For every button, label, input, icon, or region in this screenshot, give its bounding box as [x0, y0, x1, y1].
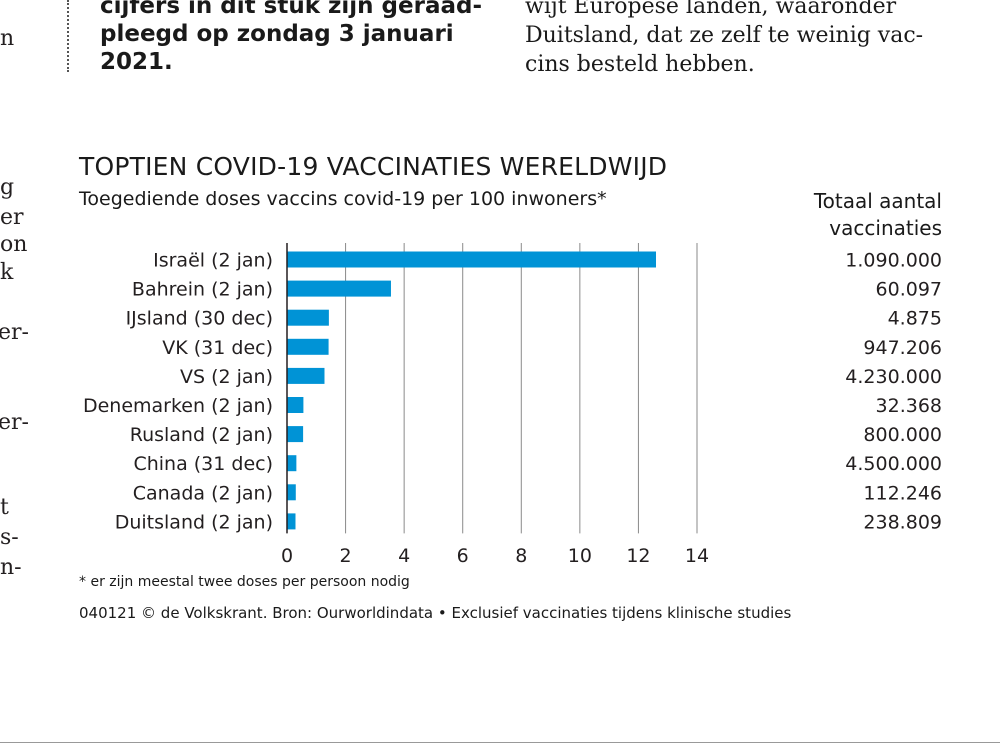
bar [287, 426, 304, 443]
totals-column-header: Totaal aantal vaccinaties [814, 188, 942, 242]
total-vaccinations-label: 4.500.000 [845, 453, 942, 475]
category-label: Rusland (2 jan) [130, 424, 273, 446]
category-label: Duitsland (2 jan) [115, 511, 273, 533]
article-fragment: n [0, 26, 15, 51]
x-tick-label: 2 [340, 545, 352, 567]
category-label: Denemarken (2 jan) [83, 395, 273, 417]
totals-header-line: Totaal aantal [813, 189, 942, 213]
article-bold-fragment: cijfers in dit stuk zijn geraad- pleegd … [100, 0, 482, 76]
x-tick-label: 8 [515, 545, 527, 567]
bar [287, 367, 325, 384]
bar [287, 338, 329, 355]
article-fragment: n- [0, 555, 22, 580]
category-label: VS (2 jan) [180, 366, 273, 388]
chart-subtitle: Toegediende doses vaccins covid-19 per 1… [79, 188, 607, 210]
article-line: wijt Europese landen, waaronder [525, 0, 897, 19]
article-fragment: k [0, 260, 14, 285]
total-vaccinations-label: 4.230.000 [845, 366, 942, 388]
article-fragment: er- [0, 410, 29, 435]
bold-line: 2021. [100, 49, 173, 75]
article-fragment: er- [0, 320, 29, 345]
dotted-divider [67, 0, 69, 72]
article-fragment: g [0, 175, 15, 200]
source-line: 040121 © de Volkskrant. Bron: Ourworldin… [79, 604, 792, 622]
total-vaccinations-label: 238.809 [863, 511, 942, 533]
article-line: cins besteld hebben. [525, 52, 755, 77]
total-vaccinations-label: 112.246 [863, 482, 942, 504]
totals-header-line: vaccinaties [829, 216, 942, 240]
article-fragment: er [0, 205, 24, 230]
total-vaccinations-label: 800.000 [863, 424, 942, 446]
x-tick-label: 12 [626, 545, 650, 567]
total-vaccinations-label: 60.097 [876, 279, 942, 301]
article-fragment: t [0, 495, 9, 520]
x-tick-label: 10 [568, 545, 592, 567]
total-vaccinations-label: 947.206 [863, 337, 942, 359]
page-bottom-rule [0, 742, 1000, 743]
bar [287, 455, 297, 472]
bar [287, 397, 304, 413]
article-right-fragment: wijt Europese landen, waaronder Duitslan… [525, 0, 923, 79]
category-label: VK (31 dec) [162, 337, 273, 359]
category-label: IJsland (30 dec) [126, 308, 273, 330]
bar [287, 309, 329, 326]
x-tick-label: 14 [685, 545, 709, 567]
total-vaccinations-label: 4.875 [888, 308, 942, 330]
x-tick-label: 6 [457, 545, 469, 567]
category-label: Canada (2 jan) [133, 482, 273, 504]
bold-line: cijfers in dit stuk zijn geraad- [100, 0, 483, 19]
bar [287, 280, 391, 297]
article-line: Duitsland, dat ze zelf te weinig vac- [525, 23, 924, 48]
x-tick-label: 4 [398, 545, 410, 567]
total-vaccinations-label: 32.368 [876, 395, 942, 417]
total-vaccinations-label: 1.090.000 [845, 250, 942, 272]
bar [287, 251, 656, 268]
article-fragment: s- [0, 525, 19, 550]
category-label: Israël (2 jan) [153, 250, 273, 272]
category-label: Bahrein (2 jan) [132, 279, 273, 301]
footnote: * er zijn meestal twee doses per persoon… [79, 574, 410, 590]
bold-line: pleegd op zondag 3 januari [100, 21, 454, 47]
chart-title: TOPTIEN COVID-19 VACCINATIES WERELDWIJD [79, 152, 668, 181]
bar [287, 513, 296, 530]
x-tick-label: 0 [281, 545, 293, 567]
bar [287, 484, 296, 501]
category-label: China (31 dec) [133, 453, 273, 475]
article-fragment: on [0, 232, 28, 257]
